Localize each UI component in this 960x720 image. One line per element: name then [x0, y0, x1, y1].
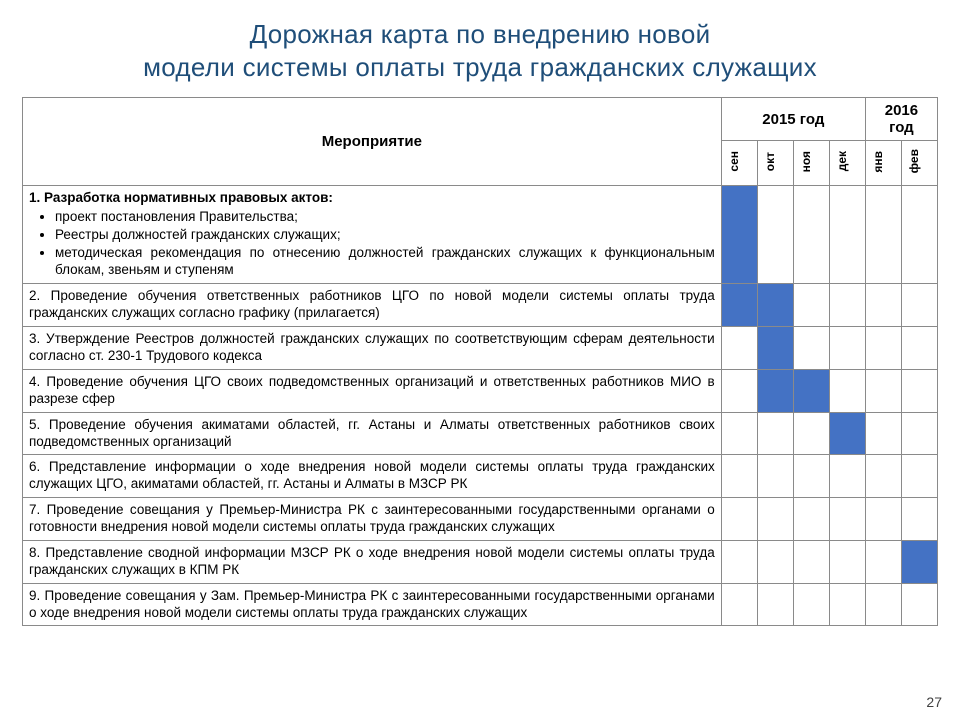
- table-body: 1. Разработка нормативных правовых актов…: [23, 186, 938, 626]
- activity-cell: 5. Проведение обучения акиматами областе…: [23, 412, 722, 455]
- month-cell: [865, 284, 901, 327]
- table-row: 2. Проведение обучения ответственных раб…: [23, 284, 938, 327]
- month-cell: [901, 284, 937, 327]
- header-activity: Мероприятие: [23, 98, 722, 186]
- month-cell: [793, 412, 829, 455]
- month-label: ноя: [800, 151, 812, 172]
- header-month-ноя: ноя: [793, 141, 829, 186]
- month-cell: [829, 186, 865, 284]
- activity-cell: 7. Проведение совещания у Премьер-Минист…: [23, 498, 722, 541]
- month-cell: [829, 498, 865, 541]
- table-row: 7. Проведение совещания у Премьер-Минист…: [23, 498, 938, 541]
- month-cell: [865, 186, 901, 284]
- month-cell: [829, 369, 865, 412]
- month-cell: [721, 369, 757, 412]
- table-row: 3. Утверждение Реестров должностей гражд…: [23, 327, 938, 370]
- month-cell: [901, 540, 937, 583]
- month-cell: [721, 284, 757, 327]
- table-row: 5. Проведение обучения акиматами областе…: [23, 412, 938, 455]
- month-cell: [721, 327, 757, 370]
- month-cell: [757, 284, 793, 327]
- month-cell: [721, 186, 757, 284]
- header-year-2015: 2015 год: [721, 98, 865, 141]
- month-cell: [757, 186, 793, 284]
- activity-cell: 9. Проведение совещания у Зам. Премьер-М…: [23, 583, 722, 626]
- activity-cell: 4. Проведение обучения ЦГО своих подведо…: [23, 369, 722, 412]
- activity-cell: 3. Утверждение Реестров должностей гражд…: [23, 327, 722, 370]
- activity-title: 1. Разработка нормативных правовых актов…: [29, 190, 333, 205]
- month-cell: [901, 455, 937, 498]
- month-cell: [757, 369, 793, 412]
- table-row: 1. Разработка нормативных правовых актов…: [23, 186, 938, 284]
- month-cell: [829, 284, 865, 327]
- title-line-1: Дорожная карта по внедрению новой: [250, 19, 711, 49]
- month-cell: [865, 540, 901, 583]
- month-cell: [757, 455, 793, 498]
- table-row: 8. Представление сводной информации МЗСР…: [23, 540, 938, 583]
- month-cell: [829, 583, 865, 626]
- month-cell: [901, 498, 937, 541]
- month-label: янв: [872, 151, 884, 173]
- table-head: Мероприятие 2015 год 2016 год сен окт ноя д…: [23, 98, 938, 186]
- month-cell: [793, 455, 829, 498]
- month-cell: [757, 327, 793, 370]
- activity-cell: 2. Проведение обучения ответственных раб…: [23, 284, 722, 327]
- month-label: дек: [836, 151, 848, 171]
- table-row: 4. Проведение обучения ЦГО своих подведо…: [23, 369, 938, 412]
- month-cell: [829, 540, 865, 583]
- month-cell: [901, 583, 937, 626]
- month-label: фев: [908, 149, 920, 173]
- month-cell: [829, 455, 865, 498]
- header-month-янв: янв: [865, 141, 901, 186]
- activity-cell: 6. Представление информации о ходе внедр…: [23, 455, 722, 498]
- activity-bullets: проект постановления Правительства;Реест…: [29, 209, 715, 279]
- activity-cell: 8. Представление сводной информации МЗСР…: [23, 540, 722, 583]
- month-cell: [865, 369, 901, 412]
- month-cell: [901, 327, 937, 370]
- table-row: 9. Проведение совещания у Зам. Премьер-М…: [23, 583, 938, 626]
- month-cell: [901, 186, 937, 284]
- month-cell: [829, 412, 865, 455]
- roadmap-table: Мероприятие 2015 год 2016 год сен окт ноя д…: [22, 97, 938, 626]
- activity-bullet: проект постановления Правительства;: [55, 209, 715, 226]
- month-cell: [721, 412, 757, 455]
- month-cell: [721, 455, 757, 498]
- activity-bullet: Реестры должностей гражданских служащих;: [55, 227, 715, 244]
- header-month-дек: дек: [829, 141, 865, 186]
- month-cell: [757, 583, 793, 626]
- month-cell: [793, 498, 829, 541]
- header-month-фев: фев: [901, 141, 937, 186]
- month-cell: [757, 498, 793, 541]
- month-cell: [793, 583, 829, 626]
- month-cell: [865, 498, 901, 541]
- month-label: сен: [728, 151, 740, 172]
- month-cell: [865, 455, 901, 498]
- month-cell: [793, 327, 829, 370]
- month-cell: [793, 540, 829, 583]
- month-cell: [721, 498, 757, 541]
- month-label: окт: [764, 152, 776, 171]
- month-cell: [865, 412, 901, 455]
- month-cell: [757, 540, 793, 583]
- activity-cell: 1. Разработка нормативных правовых актов…: [23, 186, 722, 284]
- month-cell: [793, 284, 829, 327]
- month-cell: [901, 369, 937, 412]
- header-month-окт: окт: [757, 141, 793, 186]
- activity-bullet: методическая рекомендация по отнесению д…: [55, 245, 715, 279]
- month-cell: [793, 186, 829, 284]
- month-cell: [865, 583, 901, 626]
- table-row: 6. Представление информации о ходе внедр…: [23, 455, 938, 498]
- slide-title: Дорожная карта по внедрению новой модели…: [22, 18, 938, 83]
- month-cell: [757, 412, 793, 455]
- month-cell: [865, 327, 901, 370]
- month-cell: [901, 412, 937, 455]
- month-cell: [793, 369, 829, 412]
- month-cell: [829, 327, 865, 370]
- header-month-сен: сен: [721, 141, 757, 186]
- month-cell: [721, 540, 757, 583]
- month-cell: [721, 583, 757, 626]
- page-number: 27: [926, 694, 942, 710]
- title-line-2: модели системы оплаты труда гражданских …: [143, 52, 817, 82]
- header-year-2016: 2016 год: [865, 98, 937, 141]
